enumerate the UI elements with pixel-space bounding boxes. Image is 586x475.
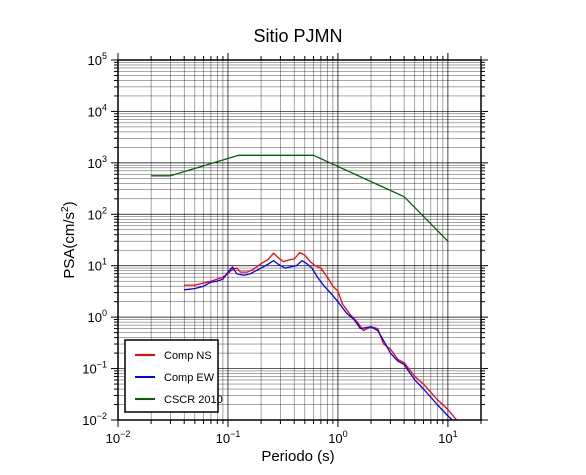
x-tick-label-exponent: −1 xyxy=(230,429,240,439)
legend-label: Comp NS xyxy=(164,350,212,362)
series-line-3 xyxy=(151,154,449,242)
y-tick-label: 102 xyxy=(88,205,107,222)
y-tick-label-base: 10 xyxy=(88,156,102,171)
y-tick-label: 101 xyxy=(88,257,107,274)
x-tick-label: 101 xyxy=(438,429,457,446)
x-tick-label-base: 10 xyxy=(328,431,342,446)
y-tick-label: 103 xyxy=(88,154,107,171)
y-tick-label-base: 10 xyxy=(88,259,102,274)
y-axis-label-base: PSA(cm/s xyxy=(61,212,78,279)
y-tick-label: 105 xyxy=(88,51,107,68)
series-line-2 xyxy=(184,260,453,421)
y-axis-label: PSA(cm/s2) xyxy=(60,201,78,278)
grid xyxy=(117,59,482,421)
y-tick-label-exponent: −2 xyxy=(97,411,107,421)
y-tick-label-base: 10 xyxy=(88,53,102,68)
plot-frame xyxy=(117,59,482,421)
x-tick-label: 100 xyxy=(328,429,347,446)
y-tick-label-base: 10 xyxy=(88,310,102,325)
y-tick-label: 10−2 xyxy=(82,411,107,428)
y-tick-label-base: 10 xyxy=(82,362,96,377)
y-tick-label-exponent: 2 xyxy=(102,205,107,215)
y-axis-label-sup: 2 xyxy=(60,206,71,212)
chart-title: Sitio PJMN xyxy=(253,26,342,46)
y-tick-label: 10−1 xyxy=(82,360,107,377)
y-tick-label: 104 xyxy=(88,102,107,119)
legend-label: Comp EW xyxy=(164,372,215,384)
y-axis-label-close: ) xyxy=(61,201,78,206)
x-tick-label-exponent: 0 xyxy=(343,429,348,439)
legend: Comp NS Comp EW CSCR 2010 xyxy=(124,339,223,413)
x-tick-label: 10−2 xyxy=(106,429,131,446)
series-line-1 xyxy=(184,251,458,421)
x-tick-label-exponent: 1 xyxy=(453,429,458,439)
y-tick-label-base: 10 xyxy=(88,104,102,119)
y-tick-label-base: 10 xyxy=(88,207,102,222)
y-tick-label-exponent: 4 xyxy=(102,102,107,112)
x-tick-label-exponent: −2 xyxy=(120,429,130,439)
x-tick-label: 10−1 xyxy=(216,429,241,446)
plot-series xyxy=(151,154,458,421)
y-tick-label-exponent: −1 xyxy=(97,360,107,370)
y-tick-label-exponent: 5 xyxy=(102,51,107,61)
x-tick-label-base: 10 xyxy=(216,431,230,446)
x-tick-label-base: 10 xyxy=(438,431,452,446)
x-tick-label-base: 10 xyxy=(106,431,120,446)
y-tick-label-exponent: 3 xyxy=(102,154,107,164)
x-axis-label: Periodo (s) xyxy=(261,448,334,465)
legend-label: CSCR 2010 xyxy=(164,394,223,406)
y-tick-label-exponent: 1 xyxy=(102,257,107,267)
y-tick-label-base: 10 xyxy=(82,413,96,428)
y-tick-label: 100 xyxy=(88,308,107,325)
y-tick-label-exponent: 0 xyxy=(102,308,107,318)
